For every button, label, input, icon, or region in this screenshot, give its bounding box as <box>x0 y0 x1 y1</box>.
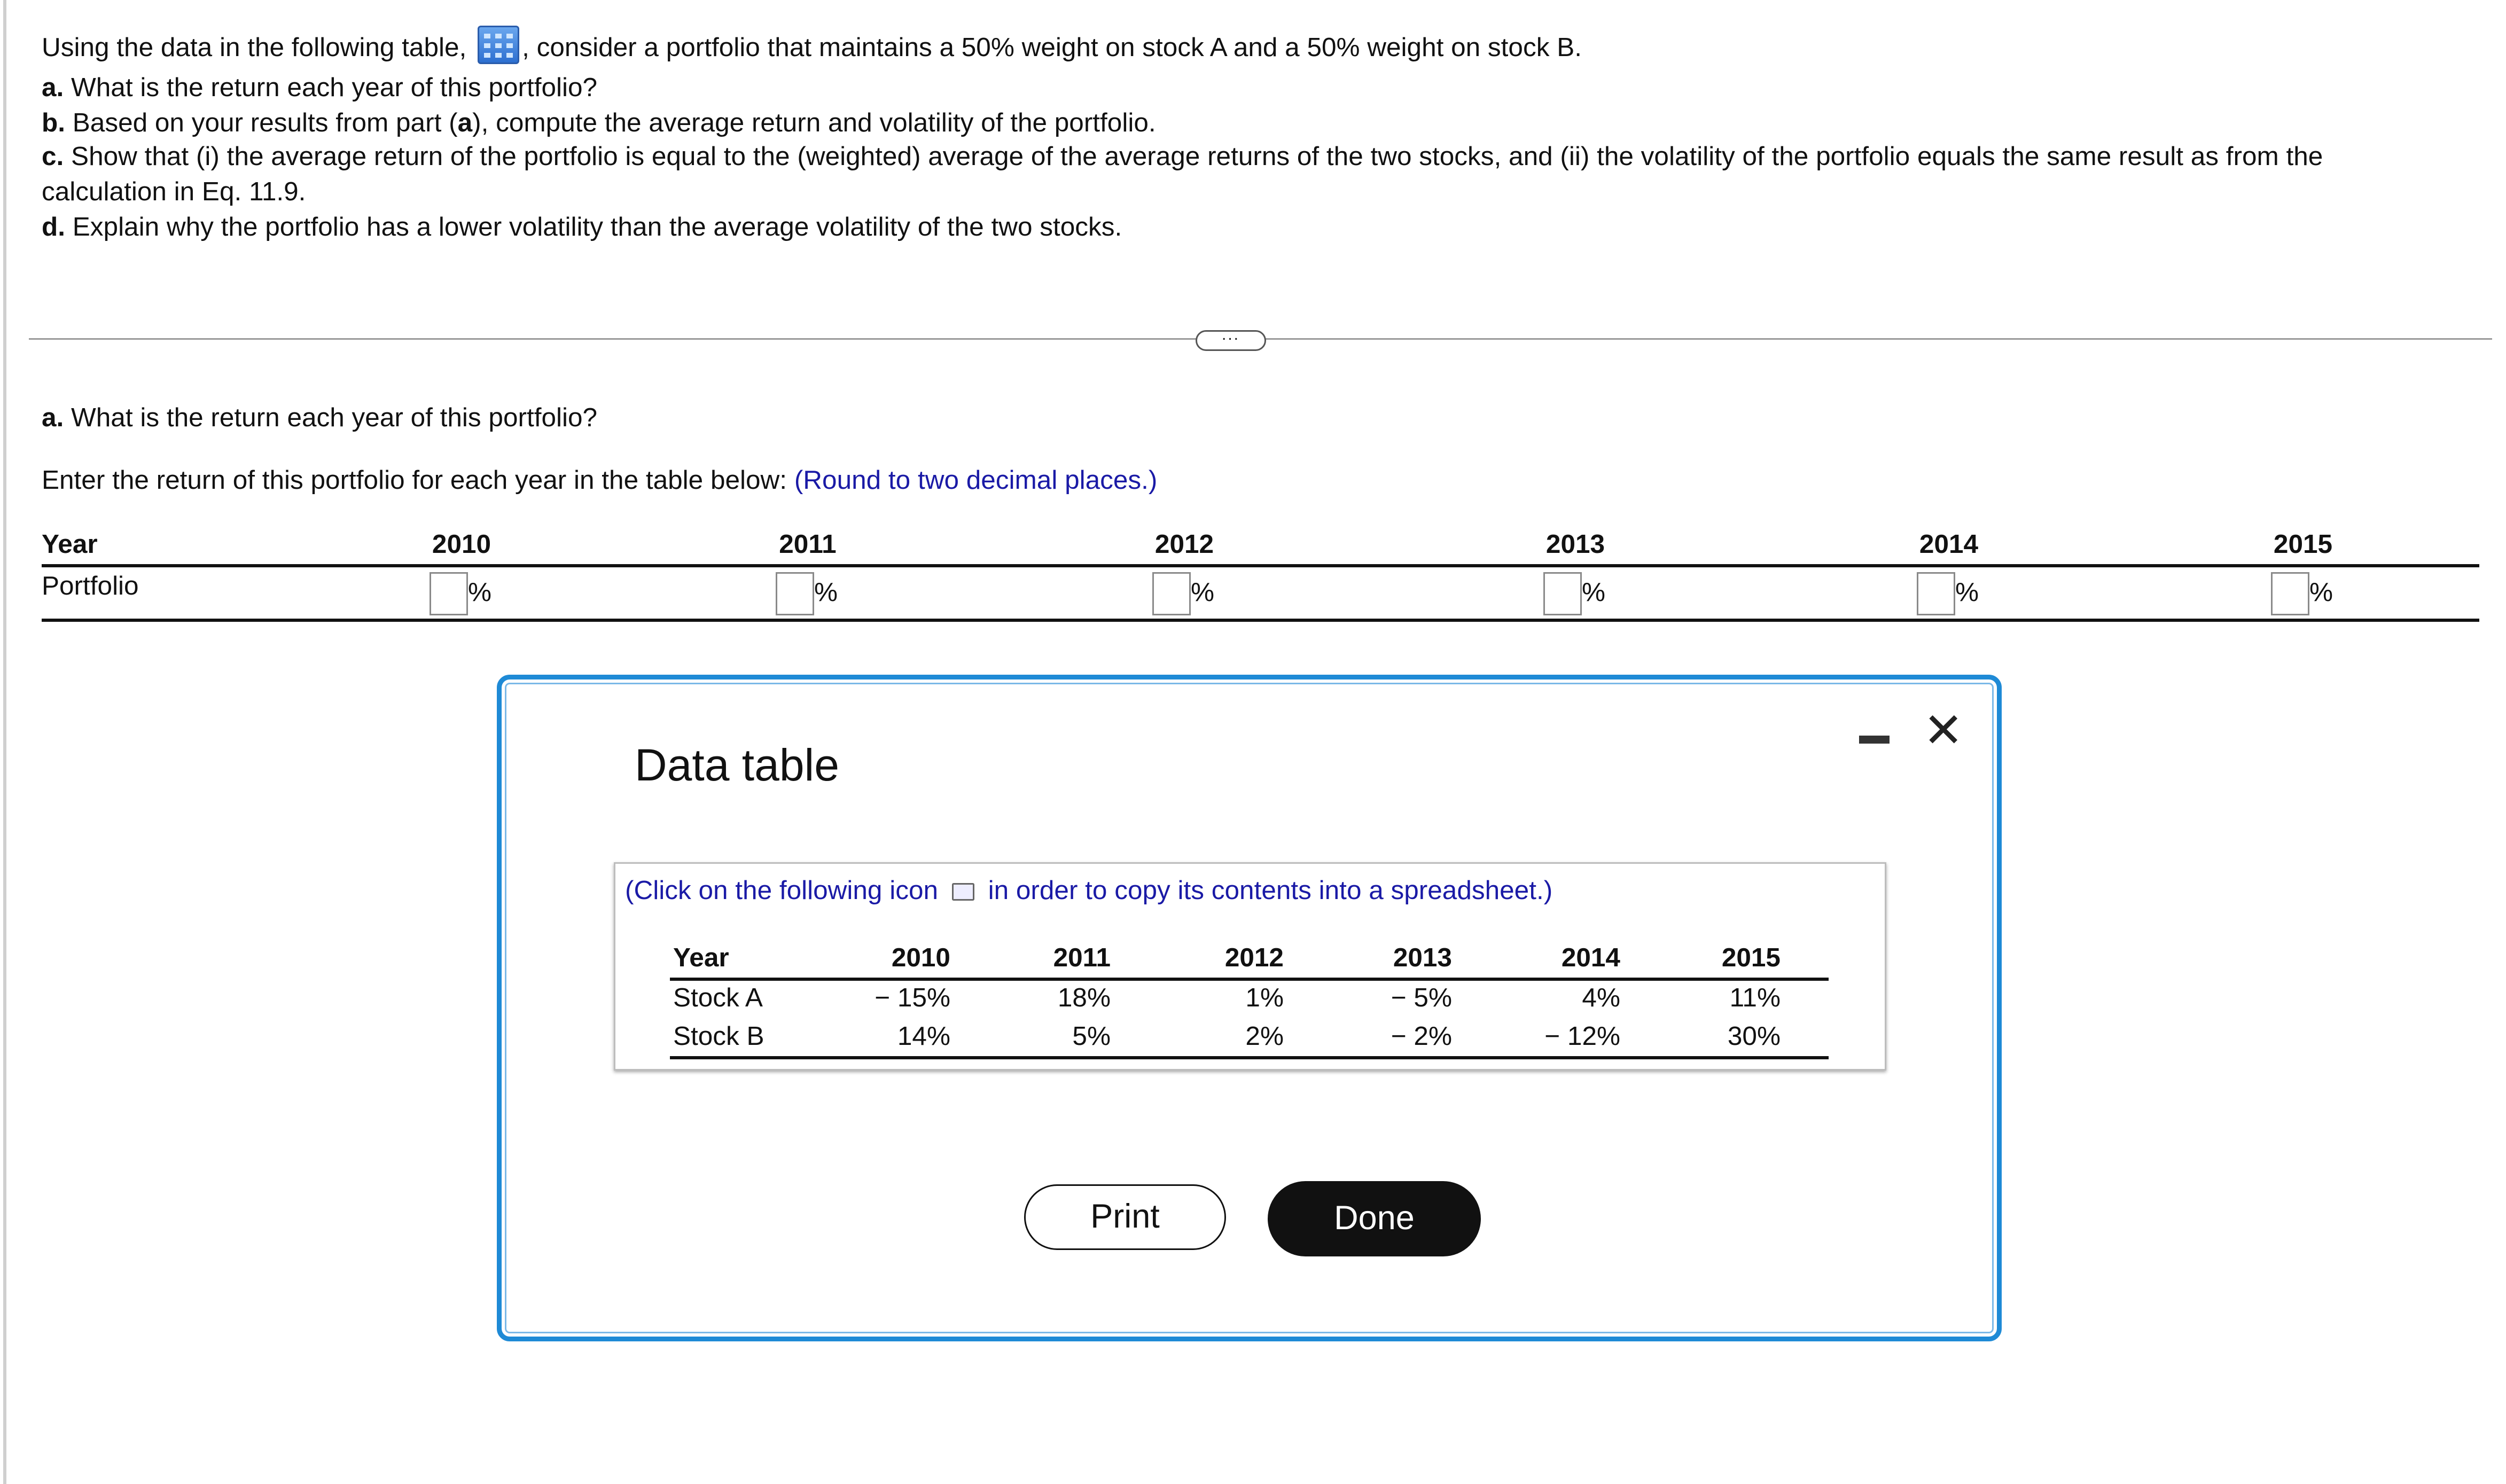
table-header-rule <box>42 564 2479 567</box>
year-column-header: 2013 <box>1545 530 1605 559</box>
row-label-stock-a: Stock A <box>673 984 763 1013</box>
year-column-header: 2012 <box>1224 944 1284 973</box>
stock-b-return: 14% <box>897 1022 950 1051</box>
data-table-icon[interactable] <box>477 26 519 64</box>
year-column-header: 2012 <box>1154 530 1214 559</box>
dialog-title: Data table <box>635 740 839 790</box>
table-bottom-rule <box>42 619 2479 621</box>
percent-unit: % <box>814 579 838 607</box>
stock-a-return: 1% <box>1245 984 1284 1013</box>
stock-b-return: 5% <box>1072 1022 1111 1051</box>
answer-part-a: a. What is the return each year of this … <box>42 404 598 433</box>
stock-b-return: − 2% <box>1391 1022 1452 1051</box>
stock-a-return: 4% <box>1582 984 1620 1013</box>
question-part-c-continued: calculation in Eq. 11.9. <box>42 178 306 207</box>
question-part-d: d. Explain why the portfolio has a lower… <box>42 213 1122 242</box>
data-table-panel <box>614 862 1886 1071</box>
portfolio-row-label: Portfolio <box>42 572 139 601</box>
page-left-border <box>3 0 6 1484</box>
stock-b-return: − 12% <box>1544 1022 1620 1051</box>
year-column-header: 2011 <box>779 530 837 559</box>
percent-unit: % <box>1191 579 1215 607</box>
year-header: Year <box>673 944 729 973</box>
minimize-icon[interactable] <box>1859 736 1890 744</box>
year-column-header: 2014 <box>1919 530 1979 559</box>
stock-a-return: 18% <box>1057 984 1111 1013</box>
year-column-header: 2015 <box>1721 944 1781 973</box>
stock-b-return: 2% <box>1245 1022 1284 1051</box>
year-header: Year <box>42 530 98 559</box>
percent-unit: % <box>2309 579 2333 607</box>
portfolio-return-input[interactable] <box>1917 572 1955 615</box>
year-column-header: 2010 <box>891 944 950 973</box>
stock-b-return: 30% <box>1727 1022 1781 1051</box>
data-table-dialog <box>497 675 2002 1341</box>
stock-a-return: 11% <box>1729 984 1781 1013</box>
row-label-stock-b: Stock B <box>673 1022 764 1051</box>
percent-unit: % <box>1582 579 1606 607</box>
percent-unit: % <box>1955 579 1979 607</box>
portfolio-return-input[interactable] <box>1152 572 1191 615</box>
table-bottom-rule <box>670 1056 1829 1059</box>
year-column-header: 2014 <box>1561 944 1620 973</box>
answer-instruction: Enter the return of this portfolio for e… <box>42 466 1158 495</box>
copy-to-spreadsheet-icon[interactable] <box>951 883 974 901</box>
done-button[interactable]: Done <box>1268 1181 1481 1256</box>
question-part-a: a. What is the return each year of this … <box>42 74 598 103</box>
question-intro: Using the data in the following table, ,… <box>42 26 1582 64</box>
stock-a-return: − 5% <box>1391 984 1452 1013</box>
rounding-hint: (Round to two decimal places.) <box>794 466 1158 495</box>
expand-button[interactable]: ... <box>1196 328 1266 351</box>
stock-a-return: − 15% <box>875 984 950 1013</box>
print-button[interactable]: Print <box>1024 1184 1226 1250</box>
question-part-b: b. Based on your results from part (a), … <box>42 109 1156 138</box>
year-column-header: 2010 <box>432 530 491 559</box>
portfolio-return-input[interactable] <box>2271 572 2309 615</box>
close-icon[interactable]: ✕ <box>1923 705 1964 758</box>
year-column-header: 2015 <box>2273 530 2333 559</box>
percent-unit: % <box>468 579 492 607</box>
year-column-header: 2011 <box>1053 944 1111 973</box>
table-header-rule <box>670 978 1829 980</box>
portfolio-return-input[interactable] <box>1543 572 1582 615</box>
copy-instruction: (Click on the following icon in order to… <box>625 877 1553 905</box>
year-column-header: 2013 <box>1393 944 1452 973</box>
question-part-c: c. Show that (i) the average return of t… <box>42 143 2323 171</box>
portfolio-return-input[interactable] <box>430 572 468 615</box>
portfolio-return-input[interactable] <box>776 572 814 615</box>
